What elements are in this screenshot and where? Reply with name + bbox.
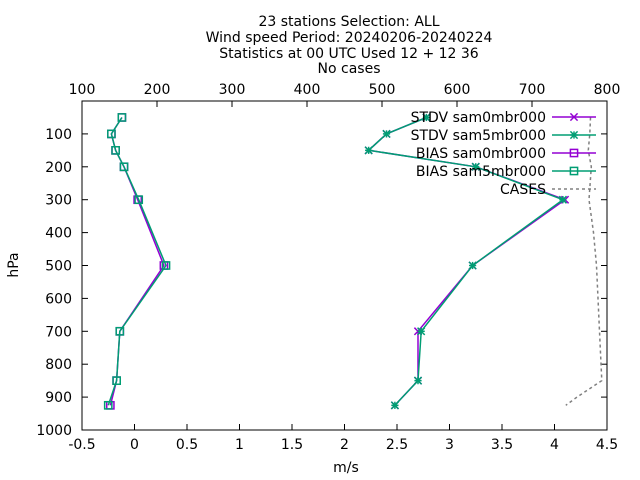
x-top-tick-label: 400 — [294, 82, 321, 98]
x-top-tick-label: 700 — [519, 82, 546, 98]
y-tick-label: 400 — [45, 226, 72, 242]
series-1 — [364, 113, 568, 410]
y-tick-label: 100 — [45, 127, 72, 143]
legend-marker — [569, 166, 579, 176]
title-line-2: Wind speed Period: 20240206-20240224 — [206, 30, 493, 46]
title-line-4: No cases — [318, 61, 381, 77]
x-bottom-tick-label: 4 — [550, 437, 559, 453]
x-top-tick-label: 200 — [144, 82, 171, 98]
x-bottom-tick-label: 1 — [235, 437, 244, 453]
title-line-1: 23 stations Selection: ALL — [258, 14, 439, 30]
legend-marker — [569, 112, 579, 122]
x-bottom-tick-label: 0 — [130, 437, 139, 453]
x-top-tick-label: 600 — [444, 82, 471, 98]
y-axis-label: hPa — [6, 252, 22, 277]
series-layer — [103, 113, 603, 410]
x-bottom-tick-label: 4.5 — [596, 437, 618, 453]
legend-label: STDV sam0mbr000 — [411, 110, 546, 126]
x-bottom-tick-label: -0.5 — [68, 437, 95, 453]
y-tick-label: 500 — [45, 259, 72, 275]
data-point — [117, 113, 127, 122]
x-top-tick-label: 800 — [594, 82, 621, 98]
data-point — [107, 129, 116, 139]
x-bottom-tick-label: 3 — [445, 437, 454, 453]
y-tick-label: 800 — [45, 357, 72, 373]
legend-label: BIAS sam5mbr000 — [416, 164, 546, 180]
x-axis-top: 100 200 300 400 500 600 700 800 — [69, 82, 621, 107]
data-point — [161, 261, 171, 270]
y-tick-label: 900 — [45, 390, 72, 406]
x-top-tick-label: 500 — [369, 82, 396, 98]
data-point — [115, 326, 125, 336]
y-tick-label: 700 — [45, 324, 72, 340]
data-point — [112, 376, 122, 385]
title-line-3: Statistics at 00 UTC Used 12 + 12 36 — [219, 46, 479, 62]
y-tick-label: 1000 — [36, 423, 72, 439]
x-top-tick-label: 300 — [219, 82, 246, 98]
legend-marker — [569, 148, 579, 158]
x-axis-label: m/s — [333, 460, 359, 476]
x-bottom-tick-label: 0.5 — [176, 437, 198, 453]
y-tick-label: 300 — [45, 193, 72, 209]
x-top-tick-label: 100 — [69, 82, 96, 98]
y-tick-label: 600 — [45, 291, 72, 307]
legend-label: STDV sam5mbr000 — [411, 128, 546, 144]
x-bottom-tick-label: 1.5 — [281, 437, 303, 453]
series-3 — [103, 113, 171, 410]
x-bottom-tick-label: 3.5 — [491, 437, 513, 453]
x-bottom-tick-label: 2 — [340, 437, 349, 453]
series-line — [107, 117, 167, 406]
series-4 — [565, 117, 603, 406]
y-axis: 100 200 300 400 500 600 700 800 900 1000 — [36, 127, 607, 439]
series-line — [565, 117, 603, 406]
chart-title: 23 stations Selection: ALL Wind speed Pe… — [206, 14, 493, 77]
x-bottom-tick-label: 2.5 — [386, 437, 408, 453]
data-point — [119, 162, 129, 172]
y-tick-label: 200 — [45, 160, 72, 176]
legend-label: CASES — [500, 182, 546, 198]
series-2 — [106, 113, 169, 410]
data-point — [111, 146, 120, 155]
legend: STDV sam0mbr000 STDV sam5mbr000 BIAS sam0m… — [411, 110, 596, 198]
x-axis-bottom: -0.5 0 0.5 1 1.5 2 2.5 3 3.5 4 4.5 — [68, 424, 618, 453]
legend-label: BIAS sam0mbr000 — [416, 146, 546, 162]
data-point — [103, 400, 113, 410]
data-point — [134, 195, 144, 205]
data-point — [117, 113, 127, 122]
